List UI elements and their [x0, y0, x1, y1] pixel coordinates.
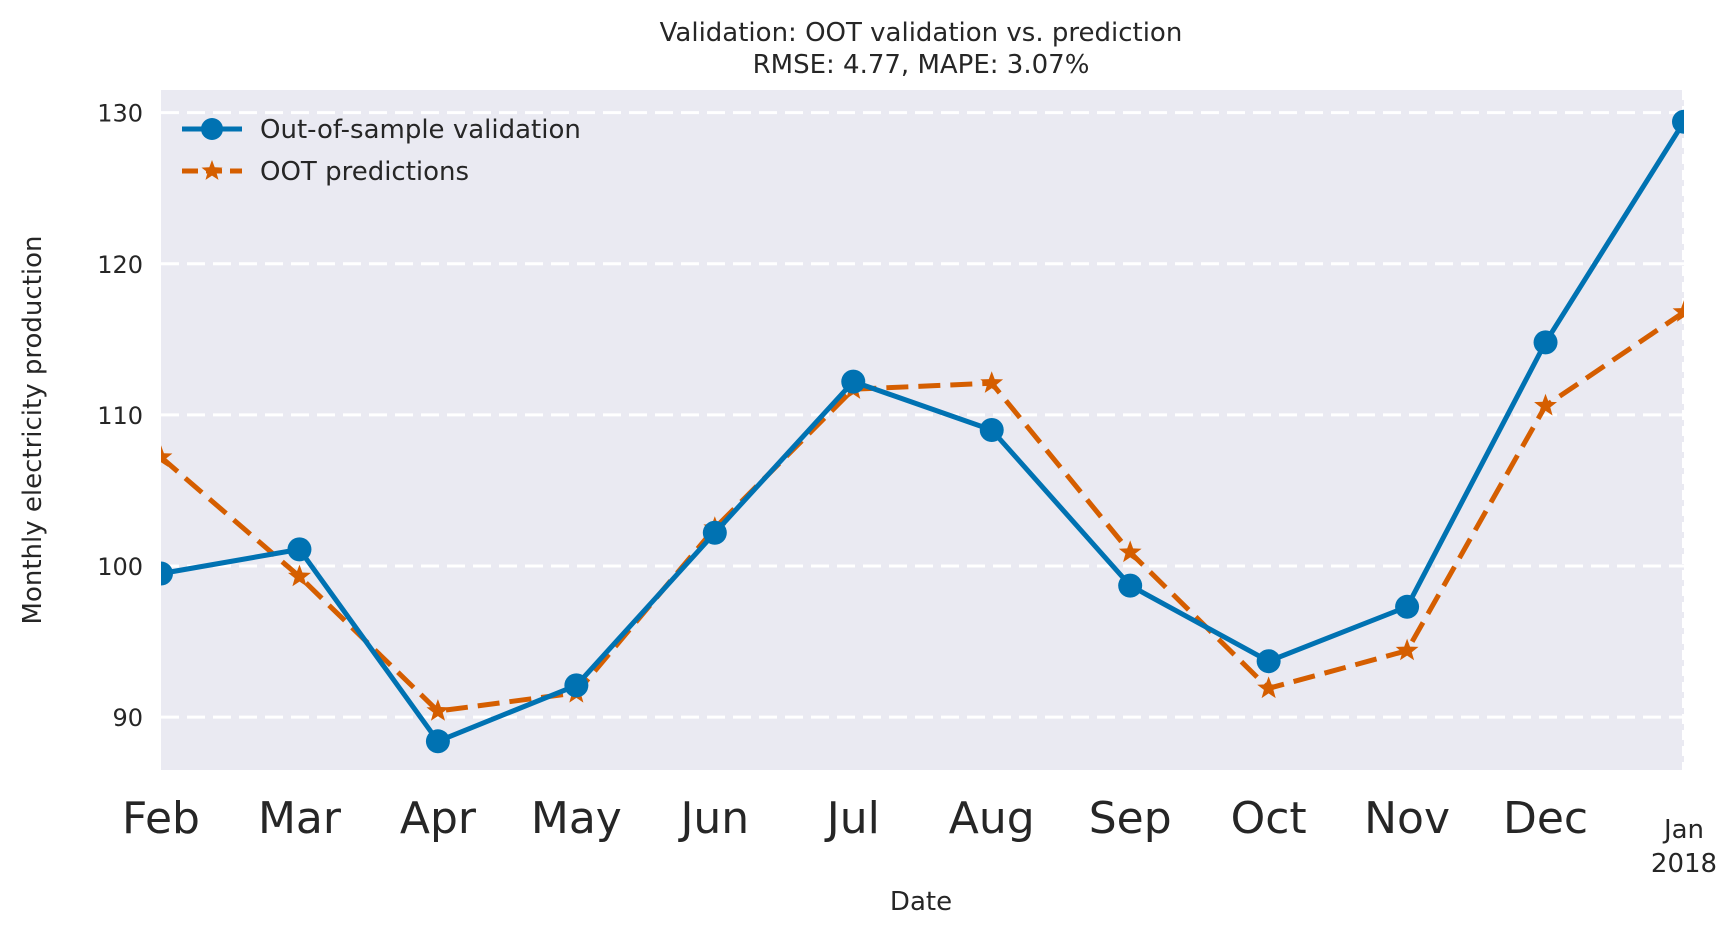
x-tick-label-oct: Oct	[1231, 793, 1307, 844]
series-2-point-6	[980, 371, 1004, 393]
series-layer	[161, 109, 1684, 754]
series-1-point-1	[287, 537, 312, 562]
series-2-point-11	[1672, 300, 1684, 322]
series-1-point-7	[1118, 573, 1143, 598]
legend: Out-of-sample validation OOT predictions	[182, 115, 581, 187]
series-1-line	[161, 120, 1684, 744]
x-tick-label-jul: Jul	[824, 793, 880, 844]
grid	[161, 90, 1684, 770]
series-1-point-11	[1672, 109, 1684, 134]
series-1-point-2	[425, 729, 450, 754]
x-tick-label-last-year: 2018	[1651, 849, 1717, 879]
x-axis: Feb Mar Apr May Jun Jul Aug Sep Oct Nov Dec Jan 2018	[122, 793, 1717, 879]
x-tick-label-apr: Apr	[400, 793, 477, 844]
legend-marker-1	[201, 118, 223, 140]
x-tick-label-dec: Dec	[1503, 793, 1588, 844]
x-tick-label-mar: Mar	[258, 793, 342, 844]
x-tick-label-feb: Feb	[122, 793, 200, 844]
series-1-point-8	[1256, 649, 1281, 674]
legend-label-1: Out-of-sample validation	[260, 115, 581, 145]
x-tick-label-nov: Nov	[1364, 793, 1450, 844]
series-2-point-1	[288, 564, 311, 587]
series-2-point-2	[426, 699, 450, 721]
series-2-point-0	[161, 445, 173, 467]
y-tick-label-110: 110	[97, 402, 143, 430]
series-1-point-0	[161, 561, 173, 586]
y-axis-label: Monthly electricity production	[18, 236, 48, 625]
y-tick-label-100: 100	[97, 553, 143, 581]
series-1-point-10	[1533, 330, 1558, 355]
series-1	[161, 109, 1684, 754]
x-tick-label-last-month: Jan	[1662, 815, 1704, 845]
series-2-point-8	[1257, 676, 1280, 699]
series-1-point-5	[841, 369, 866, 394]
chart-subtitle: RMSE: 4.77, MAPE: 3.07%	[753, 50, 1090, 80]
y-tick-label-120: 120	[97, 251, 143, 279]
x-tick-label-sep: Sep	[1089, 793, 1172, 844]
y-axis: 90 100 110 120 130	[97, 100, 143, 732]
x-tick-label-aug: Aug	[949, 793, 1035, 844]
chart-title: Validation: OOT validation vs. predictio…	[660, 18, 1183, 48]
y-tick-label-90: 90	[112, 704, 143, 732]
series-2-point-10	[1534, 393, 1557, 416]
series-1-point-6	[979, 418, 1004, 442]
series-1-point-4	[702, 520, 727, 545]
x-tick-label-jun: Jun	[677, 793, 749, 844]
x-tick-label-may: May	[531, 793, 622, 844]
series-1-point-3	[564, 673, 589, 698]
y-tick-label-130: 130	[97, 100, 143, 128]
series-1-point-9	[1395, 594, 1420, 619]
plot-area	[161, 90, 1684, 770]
x-axis-label: Date	[890, 887, 952, 917]
legend-label-2: OOT predictions	[260, 157, 469, 187]
legend-marker-2	[201, 160, 223, 180]
series-2-point-9	[1395, 638, 1419, 661]
series-2-line	[161, 310, 1684, 714]
series-2-point-7	[1118, 540, 1142, 563]
